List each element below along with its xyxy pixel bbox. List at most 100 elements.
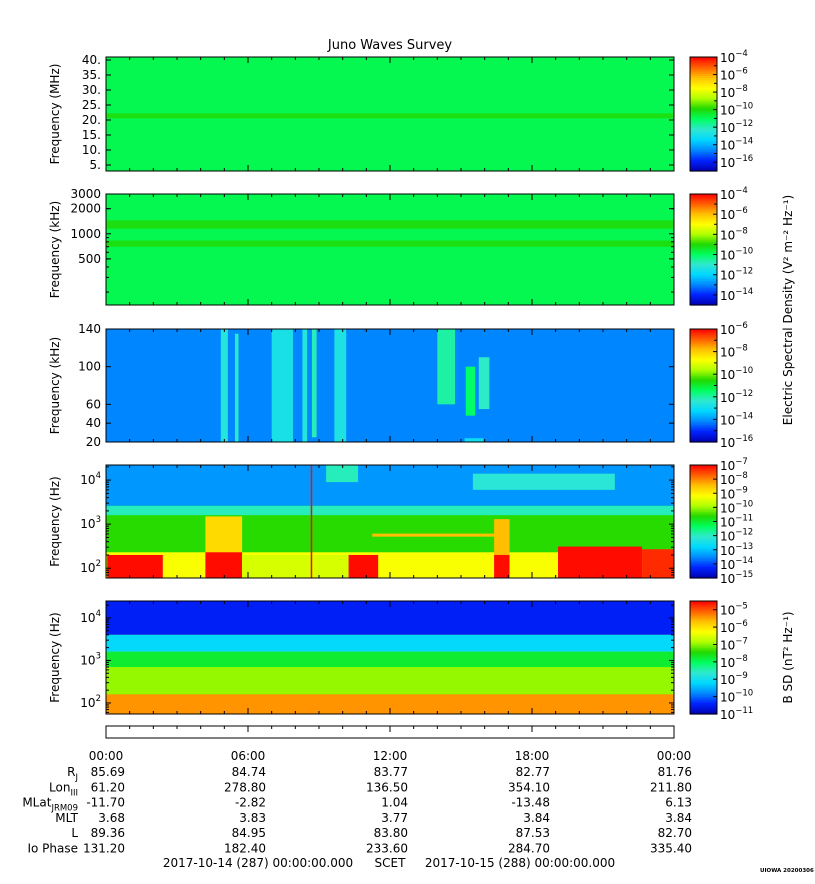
colorbar-segment [690,544,717,547]
colorbar-segment [690,60,717,64]
colorbar-segment [690,106,717,109]
colorbar-segment [690,698,717,702]
colorbar-segment [690,155,717,159]
colorbar-segment [690,568,717,572]
tick-exponent: −4 [735,49,748,59]
colorbar-segment [690,203,717,206]
colorbar-segment [690,219,717,223]
colorbar-segment [690,700,717,704]
emission-streak-14 [310,465,313,578]
colorbar-tick-label: 10−14 [720,137,753,153]
colorbar-tick-label: 10−14 [720,411,753,427]
colorbar-segment [690,385,717,388]
ephemeris-value: 131.20 [83,842,125,856]
ephemeris-row-label: Io Phase [27,842,78,856]
colorbar-segment [690,534,717,538]
spectrogram-4 [106,465,674,578]
colorbar-tick-label: 10−12 [720,528,753,544]
colorbar-segment [690,670,717,674]
tick-base: 10 [720,69,735,83]
colorbar-segment [690,417,717,420]
spectral-band-2 [106,240,674,247]
tick-base: 10 [80,561,95,575]
colorbar-segment [690,661,717,664]
colorbar-segment [690,374,717,377]
colorbar-segment [690,89,717,92]
colorbar-segment [690,58,717,62]
spectrogram-2 [106,194,674,305]
colorbar-segment [690,70,717,73]
colorbar-segment [690,293,717,297]
row-label-main: MLT [55,811,78,825]
time-tick-label: 18:00 [515,749,550,763]
colorbar-segment [690,234,717,238]
y-tick-label: 100 [78,360,101,374]
colorbar-segment [690,406,717,409]
tick-exponent: −12 [735,119,753,129]
colorbar-segment [690,646,717,649]
colorbar-segment [690,199,717,202]
colorbar-segment [690,651,717,655]
spectral-band-6 [205,552,243,578]
emission-streak-8 [465,366,476,416]
y-tick-label: 40. [82,53,101,67]
colorbar-segment [690,280,717,284]
colorbar-segment [690,68,717,71]
colorbar-segment [690,201,717,204]
colorbar-segment [690,242,717,245]
row-label-main: R [67,765,75,779]
colorbar-segment [690,387,717,390]
spectral-band-10 [464,438,484,442]
colorbar-segment [690,284,717,288]
emission-streak-1 [220,329,228,442]
colorbar-segment [690,159,717,163]
colorbar-segment [690,657,717,660]
colorbar-segment [690,123,717,126]
tick-base: 10 [720,269,735,283]
colorbar-segment [690,372,717,375]
ephemeris-value: 284.70 [508,842,550,856]
colorbar-segment [690,562,717,566]
colorbar-segment [690,295,717,299]
y-tick-label: 500 [78,252,101,266]
tick-base: 10 [720,121,735,135]
tick-exponent: −7 [735,457,748,467]
tick-base: 10 [720,346,735,360]
colorbar-segment [690,134,717,138]
spectrogram-background [106,194,674,305]
colorbar-segment [690,545,717,549]
tick-exponent: 4 [96,471,101,481]
tick-exponent: −10 [735,689,753,699]
colorbar-segment [690,114,717,117]
colorbar-segment [690,436,717,439]
tick-base: 10 [720,501,735,515]
colorbar-segment [690,532,717,536]
row-label-main: Lon [49,780,70,794]
colorbar-segment [690,206,717,210]
colorbar-segment [690,229,717,232]
tick-exponent: 3 [96,651,101,661]
ephemeris-value: 82.77 [516,765,550,779]
colorbar-segment [690,695,717,698]
colorbar-segment [690,468,717,472]
colorbar-segment [690,689,717,692]
colorbar-segment [690,498,717,502]
tick-exponent: −8 [735,344,748,354]
y-tick-label: 102 [80,694,101,710]
y-tick-label: 10. [82,143,101,157]
y-tick-label: 5. [90,158,101,172]
colorbar-segment [690,633,717,636]
colorbar-segment [690,423,717,426]
colorbar-segment [690,621,717,625]
spectrogram-background [106,329,674,442]
colorbar-segment [690,81,717,85]
ephemeris-row-label: L [71,826,78,840]
colorbar-segment [690,561,717,564]
y-tick-label: 20 [86,435,101,449]
colorbar-segment [690,472,717,476]
colorbar-segment [690,708,717,711]
tick-exponent: −11 [735,706,753,716]
row-label-main: MLat [22,796,51,810]
